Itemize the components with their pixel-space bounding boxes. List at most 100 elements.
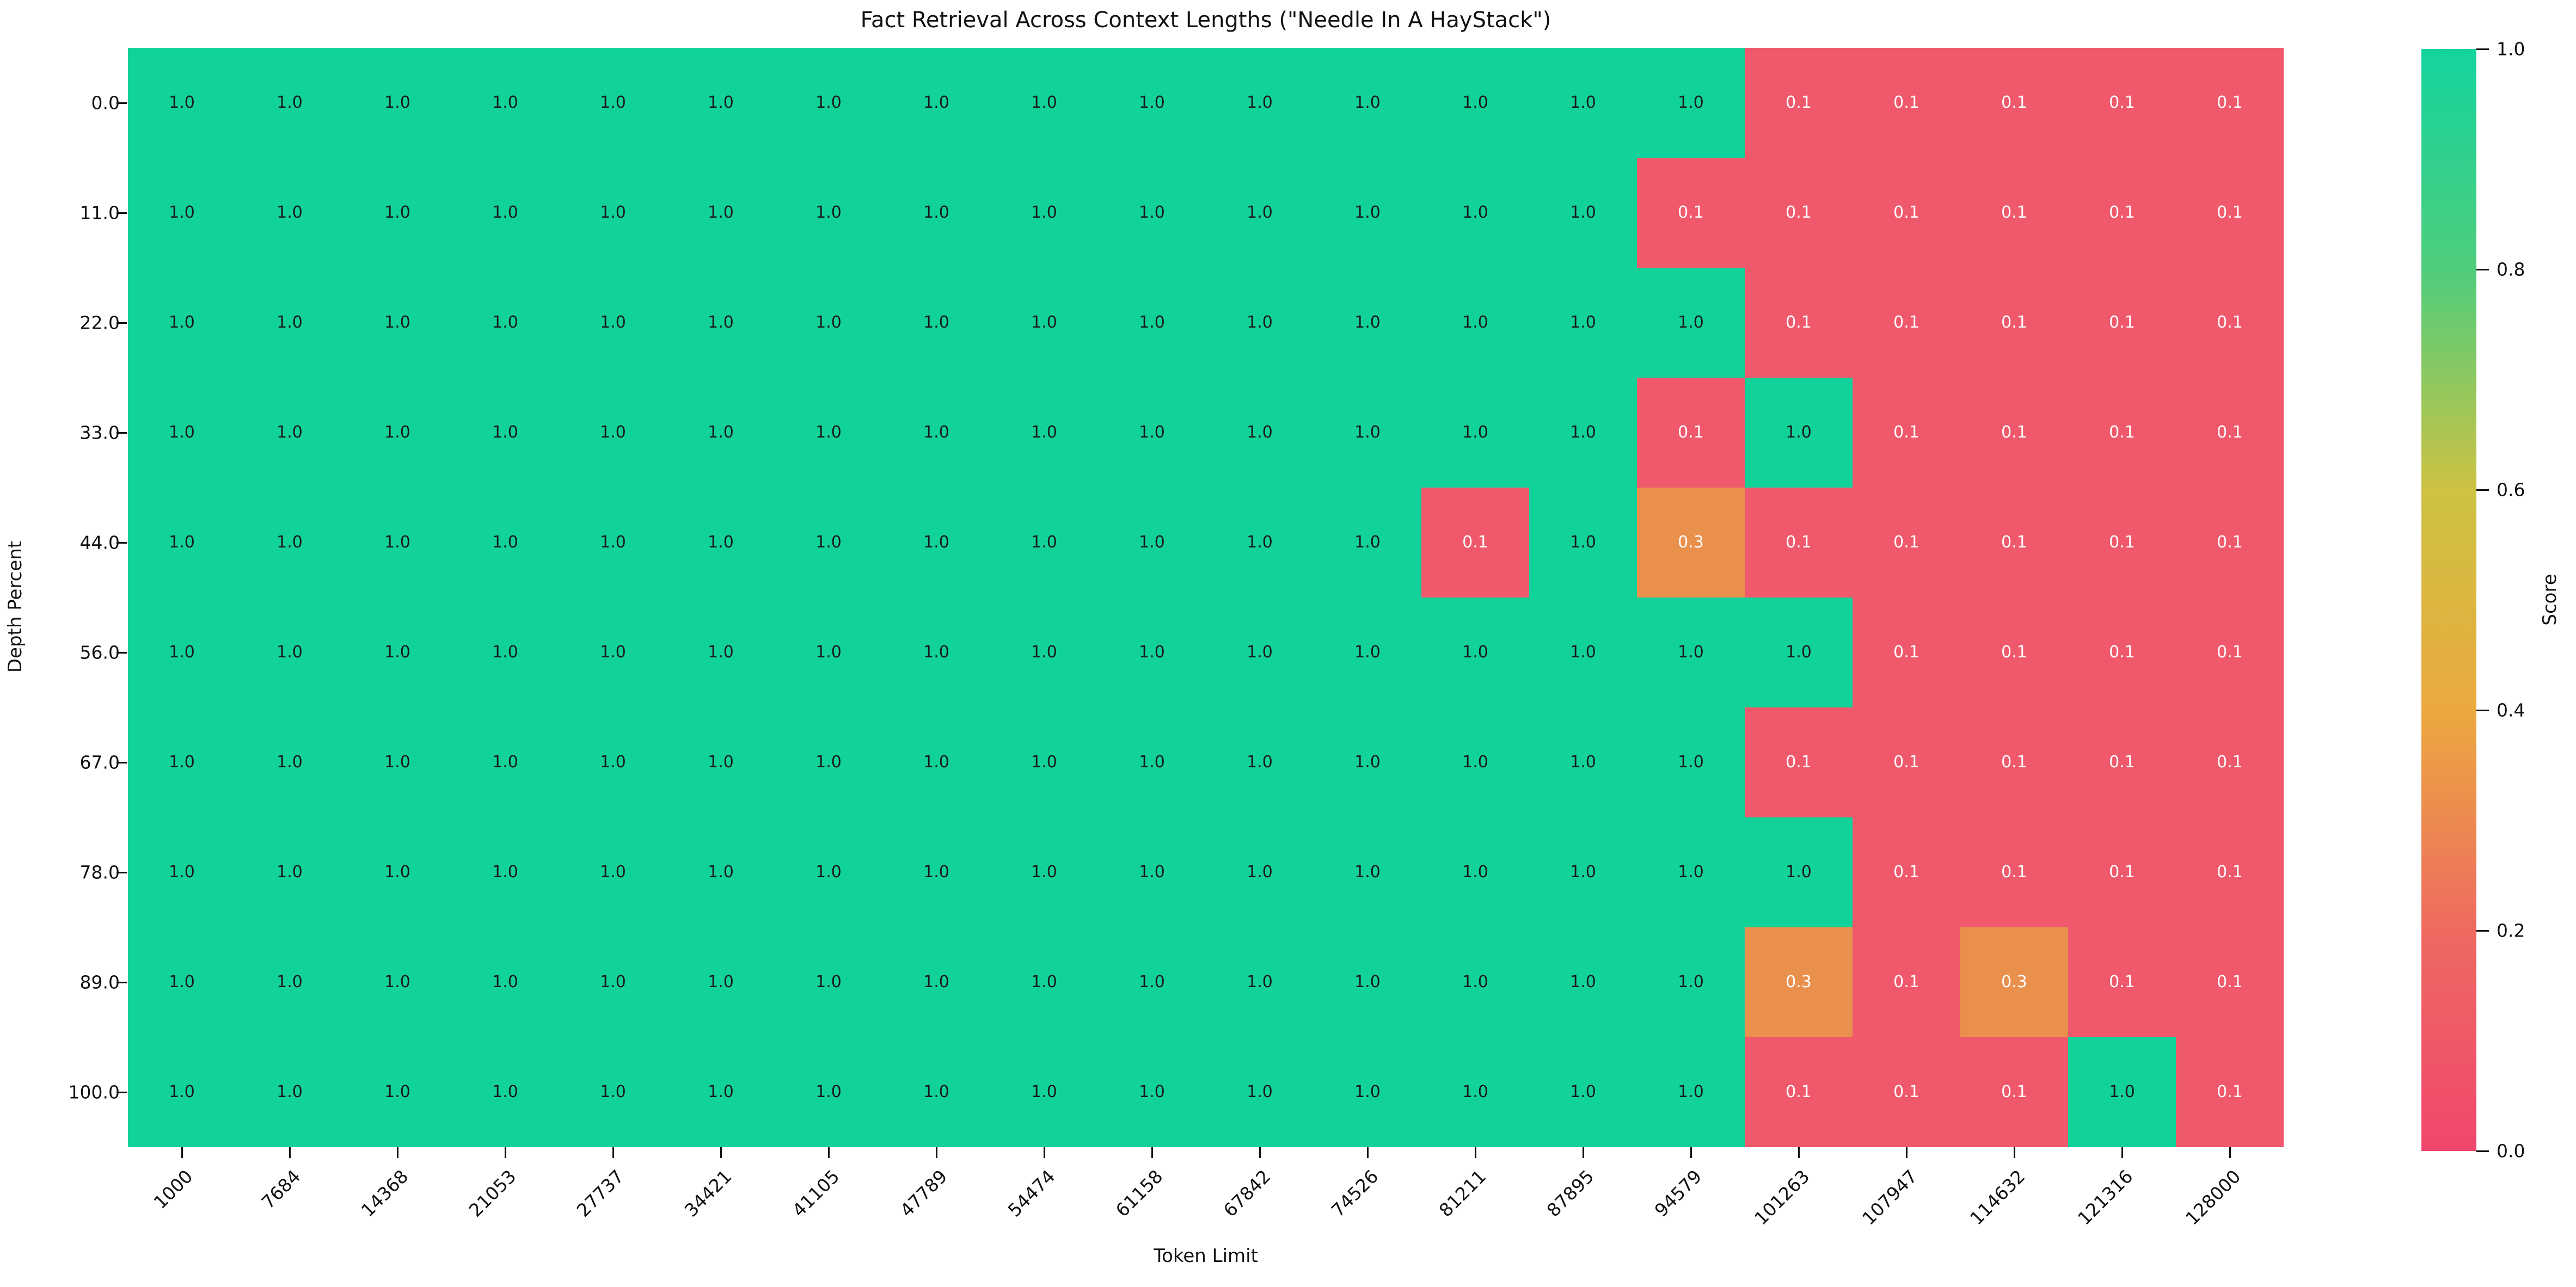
heatmap-cell: 0.1 [1960,158,2068,268]
heatmap-cell: 1.0 [451,48,559,158]
heatmap-cell: 1.0 [236,488,344,598]
heatmap-cell: 1.0 [1421,817,1529,927]
heatmap-cell: 1.0 [1529,1037,1637,1147]
x-tick-mark [1474,1147,1476,1158]
colorbar-tick-label: 0.2 [2497,920,2525,941]
heatmap-cell: 1.0 [559,48,667,158]
heatmap-cell: 0.1 [1421,488,1529,598]
heatmap-cell: 0.1 [2176,48,2284,158]
heatmap-cell: 1.0 [451,158,559,268]
heatmap-cell: 1.0 [344,598,451,707]
heatmap-cell: 1.0 [1421,1037,1529,1147]
heatmap-cell: 1.0 [559,927,667,1037]
heatmap-cell: 1.0 [882,1037,990,1147]
heatmap-cell: 1.0 [1098,817,1206,927]
heatmap-cell: 1.0 [451,817,559,927]
heatmap-cell: 1.0 [1637,1037,1745,1147]
heatmap-cell: 1.0 [775,927,882,1037]
heatmap-cell: 1.0 [236,1037,344,1147]
heatmap-cell: 1.0 [1421,378,1529,488]
heatmap-cell: 1.0 [667,817,775,927]
heatmap-cell: 1.0 [1529,268,1637,378]
heatmap-cell: 1.0 [1314,927,1421,1037]
heatmap-cell: 1.0 [1314,378,1421,488]
heatmap-cell: 1.0 [559,817,667,927]
heatmap-grid: 1.0 1.0 1.0 1.0 1.0 1.0 1.0 1.0 1.0 1.0 1.0 1.0 1.0 1… [128,48,2284,1147]
y-tick-label: 67.0 [79,752,120,773]
heatmap-cell: 0.1 [1853,48,1960,158]
x-tick-label: 14368 [357,1166,413,1221]
heatmap-cell: 1.0 [1314,268,1421,378]
heatmap-cell: 0.1 [1853,1037,1960,1147]
x-tick-label: 41105 [788,1166,844,1221]
heatmap-cell: 0.1 [2176,598,2284,707]
x-tick-label: 47789 [896,1166,952,1221]
heatmap-cell: 1.0 [882,268,990,378]
heatmap-cell: 1.0 [1745,598,1853,707]
heatmap-cell: 0.1 [2068,158,2176,268]
x-tick-label: 67842 [1219,1166,1275,1221]
heatmap-cell: 1.0 [990,817,1098,927]
heatmap-cell: 0.1 [2176,158,2284,268]
heatmap-cell: 0.1 [2176,268,2284,378]
heatmap-cell: 0.1 [1637,378,1745,488]
y-tick-label: 0.0 [91,92,120,114]
heatmap-cell: 1.0 [1314,707,1421,817]
heatmap-cell: 1.0 [559,598,667,707]
heatmap-cell: 1.0 [344,1037,451,1147]
y-tick-label: 22.0 [79,312,120,334]
heatmap-cell: 1.0 [1421,268,1529,378]
heatmap-cell: 1.0 [775,488,882,598]
y-tick-label: 89.0 [79,971,120,993]
x-tick-label: 87895 [1542,1166,1598,1221]
heatmap-cell: 1.0 [128,158,236,268]
heatmap-cell: 0.1 [2068,488,2176,598]
heatmap-cell: 0.1 [2068,48,2176,158]
x-tick-label: 7684 [257,1166,305,1213]
heatmap-cell: 1.0 [1206,1037,1314,1147]
heatmap-cell: 0.1 [1637,158,1745,268]
heatmap-cell: 1.0 [1206,817,1314,927]
heatmap-cell: 1.0 [882,48,990,158]
heatmap-cell: 1.0 [990,378,1098,488]
x-tick-label: 74526 [1327,1166,1383,1221]
colorbar-tick-label: 1.0 [2497,38,2525,60]
heatmap-cell: 0.1 [1853,927,1960,1037]
heatmap-cell: 1.0 [128,268,236,378]
heatmap-cell: 1.0 [1098,927,1206,1037]
y-tick-label: 56.0 [79,642,120,663]
heatmap-cell: 1.0 [667,598,775,707]
heatmap-cell: 1.0 [882,488,990,598]
y-tick-label: 33.0 [79,422,120,444]
heatmap-cell: 1.0 [1637,48,1745,158]
heatmap-cell: 0.1 [2068,268,2176,378]
heatmap-cell: 1.0 [1637,268,1745,378]
heatmap-cell: 1.0 [1314,158,1421,268]
x-tick-mark [827,1147,830,1158]
heatmap-cell: 1.0 [775,598,882,707]
x-tick-mark [1151,1147,1153,1158]
heatmap-cell: 0.1 [2068,707,2176,817]
heatmap-cell: 0.1 [2068,817,2176,927]
heatmap-cell: 0.1 [2068,927,2176,1037]
x-tick-label: 34421 [680,1166,736,1221]
y-tick-mark [116,212,127,214]
heatmap-cell: 1.0 [1314,488,1421,598]
heatmap-cell: 1.0 [1529,707,1637,817]
y-tick-label: 44.0 [79,532,120,553]
heatmap-cell: 1.0 [451,378,559,488]
heatmap-cell: 1.0 [451,598,559,707]
heatmap-cell: 1.0 [128,378,236,488]
heatmap-cell: 1.0 [1637,817,1745,927]
heatmap-cell: 1.0 [1098,268,1206,378]
heatmap-cell: 1.0 [1421,48,1529,158]
heatmap-cell: 1.0 [451,488,559,598]
heatmap-cell: 1.0 [882,927,990,1037]
heatmap-cell: 1.0 [1206,48,1314,158]
heatmap-cell: 1.0 [667,927,775,1037]
heatmap-cell: 1.0 [344,927,451,1037]
x-tick-label: 128000 [2181,1166,2245,1229]
heatmap-cell: 1.0 [1745,817,1853,927]
x-tick-mark [935,1147,937,1158]
heatmap-cell: 1.0 [1745,378,1853,488]
